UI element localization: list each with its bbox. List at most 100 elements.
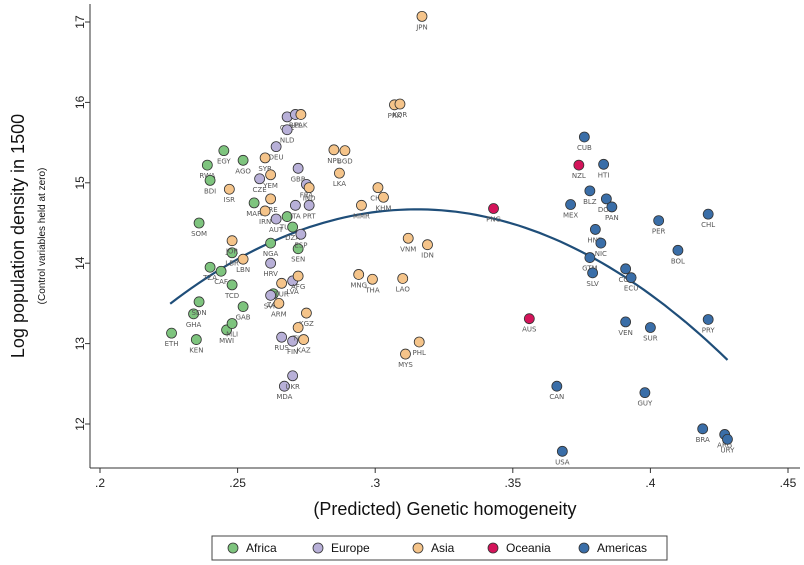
point-label-tun: TUN (279, 224, 295, 232)
point-label-pan: PAN (605, 214, 619, 222)
point-kaz (298, 334, 310, 345)
point-lka (334, 167, 345, 179)
point-label-idn: IDN (421, 252, 434, 260)
data-points: ETHKENGHASDNSOMTZACAFRWABDIEGYAGOMWIMLIT… (165, 10, 735, 466)
point-label-ven: VEN (618, 329, 632, 337)
point-label-sen: SEN (291, 256, 305, 264)
point-label-rus: RUS (274, 344, 289, 352)
point-tjk (292, 322, 304, 333)
point-gab (237, 301, 249, 313)
point-label-bol: BOL (671, 257, 685, 265)
point-label-svk: SVK (264, 302, 278, 310)
point-cze (254, 173, 266, 185)
point-gtm (584, 252, 596, 263)
point-label-nga: NGA (263, 250, 279, 258)
point-tha (367, 273, 378, 285)
point-mli (226, 318, 238, 329)
point-label-kaz: KAZ (297, 347, 311, 355)
point-label-cze: CZE (253, 186, 267, 194)
y-tick-label: 15 (73, 176, 87, 190)
point-label-ukr: UKR (285, 383, 300, 391)
point-label-bdi: BDI (204, 187, 216, 195)
point-label-lao: LAO (396, 285, 411, 293)
point-label-phl: PHL (413, 349, 426, 357)
y-tick-label: 17 (73, 15, 87, 29)
point-ken (190, 334, 202, 345)
point-lbr (226, 247, 238, 259)
x-tick-label: .35 (504, 476, 521, 490)
point-syr (259, 152, 271, 164)
point-label-som: SOM (191, 230, 207, 238)
point-label-hrv: HRV (263, 270, 278, 278)
point-pak (295, 109, 307, 120)
point-png (488, 203, 499, 214)
point-label-syr: SYR (258, 165, 272, 173)
point-cub (578, 131, 590, 143)
point-tza (204, 261, 216, 273)
x-axis-title: (Predicted) Genetic homogeneity (313, 499, 576, 519)
point-idn (422, 239, 433, 251)
legend: Africa Europe Asia Oceania Americas (211, 535, 668, 561)
point-label-tha: THA (364, 286, 380, 294)
point-label-mli: MLI (226, 331, 238, 339)
point-label-arm: ARM (271, 310, 287, 318)
point-label-pak: PAK (294, 121, 308, 129)
point-nga (265, 237, 277, 249)
point-ind (303, 182, 315, 194)
point-label-sdn: SDN (192, 309, 207, 317)
point-label-aus: AUS (522, 326, 537, 334)
y-tick-label: 12 (73, 417, 87, 431)
point-label-khm: KHM (376, 204, 392, 212)
legend-label-americas: Americas (597, 541, 647, 555)
quadratic-fit-curve (169, 208, 729, 361)
point-label-cub: CUB (577, 144, 592, 152)
point-label-bel: BEL (289, 121, 302, 129)
point-per (653, 215, 665, 226)
point-label-lka: LKA (333, 180, 346, 188)
point-label-npl: NPL (327, 157, 340, 165)
point-mda (278, 380, 290, 392)
point-label-are: ARE (264, 206, 278, 214)
point-ury (722, 433, 733, 445)
y-axis-title: Log population density in 1500 (8, 114, 28, 358)
point-label-tjk: TJK (292, 335, 304, 343)
legend-swatch-americas (578, 542, 590, 554)
point-ven (620, 316, 632, 328)
point-label-gha: GHA (186, 321, 202, 329)
point-label-deu: DEU (269, 154, 284, 162)
point-mmr (356, 199, 367, 211)
point-label-tur: TUR (273, 290, 288, 298)
point-jpn (416, 10, 428, 22)
point-label-kgz: KGZ (299, 320, 314, 328)
point-jor (226, 235, 238, 247)
point-label-nzl: NZL (572, 172, 586, 180)
point-label-fra: FRA (300, 191, 314, 199)
point-pry (702, 314, 714, 325)
legend-label-europe: Europe (331, 541, 370, 555)
point-blz (584, 185, 596, 197)
point-label-ind: IND (303, 195, 316, 203)
point-label-irn: IRN (259, 218, 271, 226)
point-eth (166, 327, 177, 339)
point-hnd (589, 224, 601, 235)
point-can (551, 380, 563, 392)
legend-box (211, 535, 668, 561)
point-lbn (237, 253, 249, 265)
point-sur (645, 322, 656, 333)
point-label-yem: YEM (262, 182, 278, 190)
x-axis-ticks: .2 .25 .3 .35 .4 .45 (95, 468, 797, 490)
point-khm (378, 191, 389, 203)
legend-swatch-oceania (487, 542, 499, 554)
point-label-ecu: ECU (624, 285, 638, 293)
point-label-mar: MAR (246, 210, 262, 218)
point-label-lbn: LBN (236, 266, 250, 274)
point-label-guy: GUY (637, 400, 653, 408)
y-axis-ticks: 12 13 14 15 16 17 (73, 15, 90, 431)
plot-area: 12 13 14 15 16 17 .2 .25 .3 .35 .4 .45 ETH KEN GHA SD… (73, 4, 800, 490)
point-chl (702, 208, 714, 220)
y-axis-note: (Control variables held at zero) (37, 168, 48, 305)
point-label-arg: ARG (717, 441, 732, 449)
point-label-isr: ISR (224, 196, 236, 204)
point-label-hti: HTI (598, 171, 610, 179)
y-tick-label: 16 (73, 95, 87, 109)
